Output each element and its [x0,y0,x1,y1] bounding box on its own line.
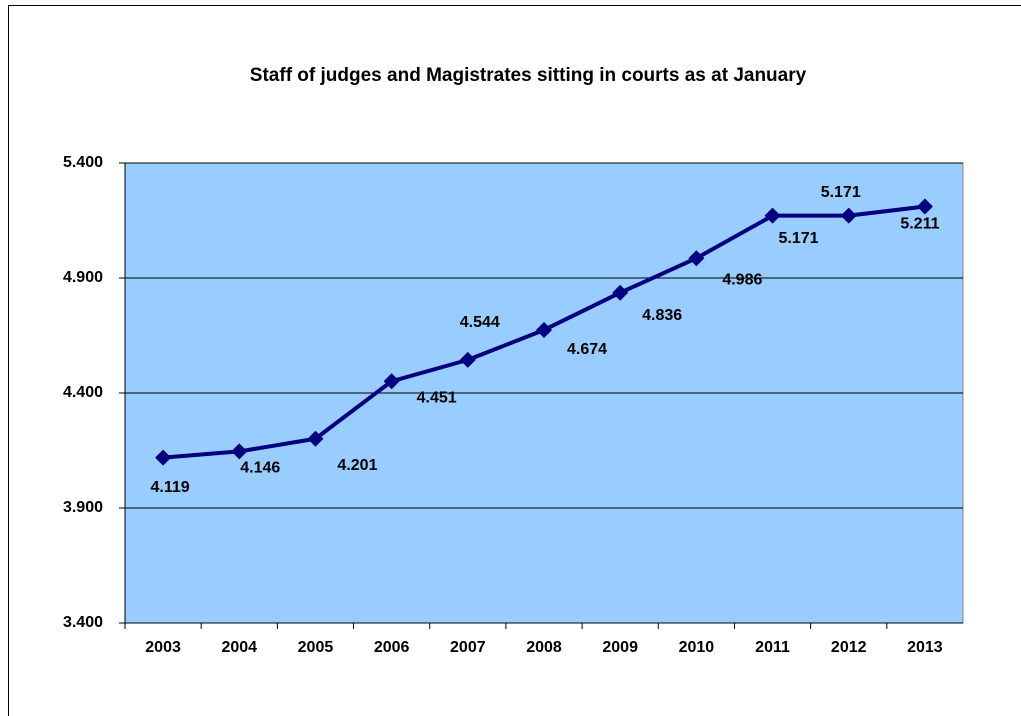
data-point [536,321,552,338]
data-label: 4.201 [337,457,377,474]
x-tick-label: 2008 [526,639,562,656]
data-point [155,449,172,466]
data-point [231,443,248,460]
data-point [764,207,781,224]
data-point [383,373,400,390]
y-tick-label: 5.400 [63,154,103,171]
data-label: 4.451 [417,389,457,406]
x-tick-label: 2011 [755,639,790,656]
x-tick-label: 2005 [298,639,334,656]
y-tick-label: 4.900 [63,269,103,286]
data-label: 4.119 [151,479,190,496]
data-point [916,198,933,215]
data-label: 4.836 [642,307,682,324]
x-tick-label: 2010 [679,639,715,656]
data-point [840,207,857,224]
y-tick-label: 3.900 [63,499,103,516]
data-label: 4.986 [722,271,762,288]
data-label: 4.674 [567,341,607,358]
data-point [459,351,476,368]
y-tick-label: 4.400 [63,384,103,401]
chart-title: Staff of judges and Magistrates sitting … [250,65,807,86]
x-tick-label: 2009 [602,639,638,656]
x-tick-label: 2012 [831,639,867,656]
data-point [307,430,324,447]
data-point [612,284,629,301]
x-tick-label: 2006 [374,639,410,656]
data-label: 4.146 [240,460,280,477]
x-tick-label: 2003 [145,639,181,656]
data-point [688,250,705,267]
x-tick-label: 2013 [907,639,943,656]
x-tick-label: 2004 [221,639,257,656]
data-label: 4.544 [460,314,500,331]
data-label: 5.211 [900,216,939,233]
data-label: 5.171 [779,230,819,247]
x-tick-label: 2007 [450,639,486,656]
y-tick-label: 3.400 [63,614,103,631]
data-label: 5.171 [821,184,861,201]
